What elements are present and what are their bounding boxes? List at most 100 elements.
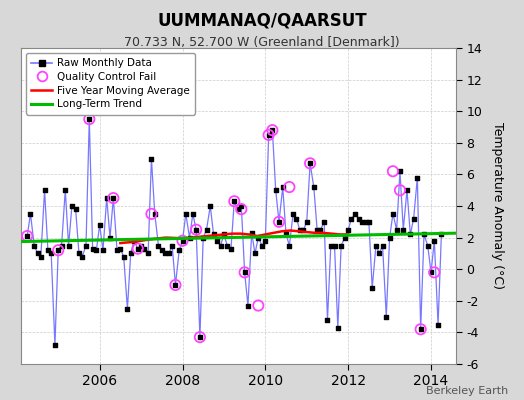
Point	[71, 206, 80, 212]
Text: Berkeley Earth: Berkeley Earth	[426, 386, 508, 396]
Point	[306, 160, 314, 166]
Point	[437, 231, 445, 238]
Point	[330, 242, 339, 249]
Point	[247, 230, 256, 236]
Point	[392, 226, 401, 233]
Point	[241, 269, 249, 276]
Point	[285, 242, 293, 249]
Point	[296, 226, 304, 233]
Point	[64, 242, 73, 249]
Point	[268, 127, 277, 133]
Point	[265, 132, 273, 138]
Point	[230, 198, 238, 204]
Point	[75, 250, 83, 257]
Point	[417, 326, 425, 332]
Point	[268, 127, 277, 133]
Point	[254, 234, 263, 241]
Point	[23, 233, 31, 239]
Point	[403, 187, 411, 193]
Point	[230, 198, 238, 204]
Point	[430, 238, 439, 244]
Point	[68, 203, 76, 209]
Point	[61, 187, 70, 193]
Point	[326, 242, 335, 249]
Point	[54, 247, 62, 254]
Point	[409, 216, 418, 222]
Point	[316, 226, 325, 233]
Y-axis label: Temperature Anomaly (°C): Temperature Anomaly (°C)	[490, 122, 504, 290]
Point	[434, 321, 442, 328]
Point	[306, 160, 314, 166]
Point	[347, 216, 356, 222]
Point	[237, 206, 246, 212]
Point	[358, 218, 366, 225]
Point	[171, 282, 180, 288]
Point	[51, 342, 59, 348]
Point	[372, 242, 380, 249]
Point	[310, 184, 318, 190]
Point	[254, 302, 263, 309]
Point	[85, 116, 93, 122]
Point	[178, 238, 187, 244]
Point	[161, 250, 169, 257]
Point	[26, 211, 35, 217]
Point	[406, 231, 414, 238]
Point	[192, 226, 200, 233]
Point	[271, 187, 280, 193]
Point	[323, 316, 332, 323]
Point	[175, 247, 183, 254]
Point	[119, 253, 128, 260]
Point	[109, 195, 117, 201]
Point	[147, 155, 156, 162]
Point	[292, 216, 301, 222]
Point	[134, 246, 142, 252]
Point	[334, 324, 342, 331]
Point	[389, 168, 397, 174]
Text: UUMMANAQ/QAARSUT: UUMMANAQ/QAARSUT	[157, 12, 367, 30]
Point	[109, 195, 117, 201]
Point	[116, 246, 125, 252]
Point	[103, 195, 111, 201]
Point	[210, 231, 218, 238]
Point	[365, 218, 373, 225]
Point	[337, 242, 345, 249]
Point	[275, 218, 283, 225]
Point	[378, 242, 387, 249]
Point	[168, 242, 177, 249]
Point	[302, 218, 311, 225]
Point	[233, 206, 242, 212]
Point	[275, 218, 283, 225]
Point	[130, 238, 138, 244]
Point	[354, 216, 363, 222]
Point	[30, 242, 38, 249]
Point	[43, 247, 52, 254]
Point	[40, 187, 49, 193]
Point	[89, 246, 97, 252]
Point	[265, 132, 273, 138]
Point	[396, 187, 404, 193]
Point	[165, 250, 173, 257]
Point	[78, 253, 86, 260]
Point	[341, 234, 349, 241]
Point	[85, 116, 93, 122]
Point	[362, 218, 370, 225]
Point	[147, 211, 156, 217]
Point	[427, 269, 435, 276]
Point	[150, 211, 159, 217]
Point	[261, 238, 269, 244]
Point	[126, 250, 135, 257]
Point	[351, 211, 359, 217]
Point	[195, 334, 204, 340]
Point	[368, 285, 376, 291]
Point	[113, 247, 121, 254]
Point	[54, 247, 62, 254]
Point	[57, 242, 66, 249]
Point	[399, 226, 408, 233]
Point	[220, 231, 228, 238]
Point	[158, 247, 166, 254]
Point	[199, 234, 208, 241]
Point	[47, 250, 56, 257]
Point	[185, 234, 194, 241]
Point	[82, 242, 90, 249]
Point	[251, 250, 259, 257]
